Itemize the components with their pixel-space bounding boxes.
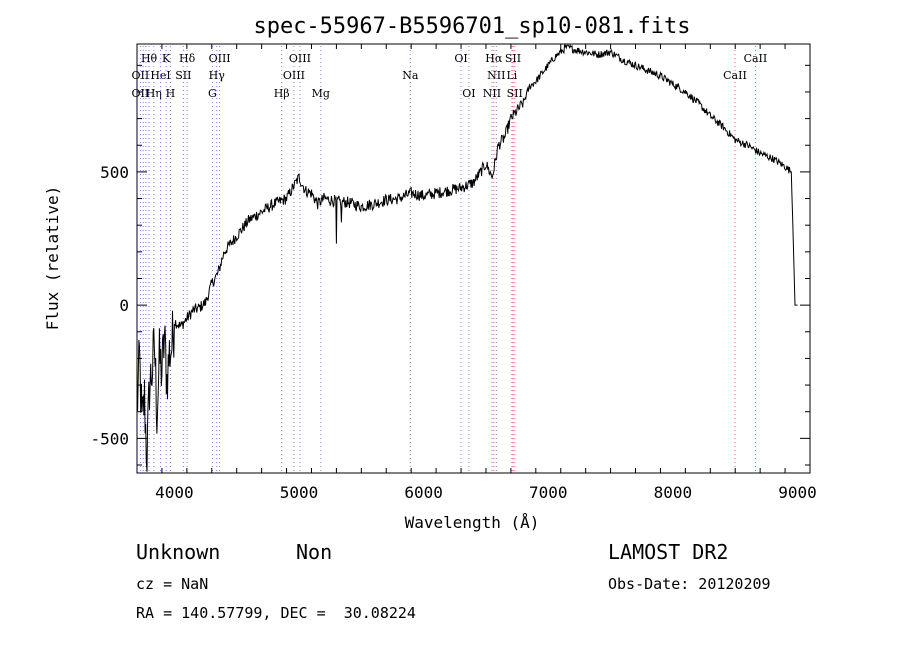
line-annotation-7: SII: [505, 52, 521, 65]
line-annotation-19: Hη: [146, 87, 162, 100]
line-annotation-8: CaII: [744, 52, 768, 65]
line-annotation-6: Hα: [485, 52, 503, 65]
line-annotation-23: Mg: [312, 87, 330, 100]
subclass-label: Non: [296, 540, 333, 564]
line-annotation-21: G: [208, 87, 217, 100]
class-label: Unknown: [136, 540, 221, 564]
x-tick-label: 4000: [155, 483, 194, 502]
y-tick-label: 500: [100, 163, 129, 182]
line-annotation-2: Hδ: [179, 52, 196, 65]
x-tick-label: 9000: [778, 483, 817, 502]
spectrum-line: [136, 43, 798, 472]
chart-title: spec-55967-B5596701_sp10-081.fits: [253, 14, 690, 39]
line-annotation-3: OIII: [209, 52, 231, 65]
survey-label: LAMOST DR2: [608, 540, 729, 564]
x-axis: 4000 5000 6000 7000 8000 9000: [136, 44, 817, 502]
line-annotation-11: SII: [175, 69, 191, 82]
y-tick-label: -500: [90, 429, 129, 448]
y-tick-label: 0: [119, 296, 129, 315]
line-annotation-4: OIII: [289, 52, 311, 65]
x-tick-label: 5000: [280, 483, 319, 502]
line-annotation-18: OII: [132, 87, 150, 100]
line-annotation-5: OI: [454, 52, 467, 65]
line-annotation-9: OII: [132, 69, 150, 82]
plot-frame: [136, 43, 811, 474]
line-annotation-25: NII: [483, 87, 501, 100]
x-tick-label: 6000: [404, 483, 443, 502]
cz-label: cz = NaN: [136, 575, 209, 593]
line-annotation-22: Hβ: [274, 87, 290, 100]
line-annotation-12: Hγ: [209, 69, 226, 82]
line-annotation-24: OI: [462, 87, 475, 100]
line-annotation-15: NII: [487, 69, 505, 82]
line-annotation-13: OIII: [283, 69, 305, 82]
x-axis-label: Wavelength (Å): [405, 513, 540, 532]
line-annotation-14: Na: [402, 69, 419, 82]
obsdate-label: Obs-Date: 20120209: [608, 575, 771, 593]
line-annotation-17: CaII: [723, 69, 747, 82]
line-annotation-0: Hθ: [141, 52, 158, 65]
line-annotation-10: HeI: [150, 69, 170, 82]
line-annotation-26: SII: [507, 87, 523, 100]
y-axis: -500 0 500: [90, 64, 810, 466]
line-annotation-16: Li: [506, 69, 517, 82]
x-tick-label: 8000: [654, 483, 693, 502]
y-axis-label: Flux (relative): [43, 186, 62, 331]
marker-lines: [139, 46, 756, 471]
line-annotation-20: H: [166, 87, 176, 100]
x-tick-label: 7000: [529, 483, 568, 502]
line-annotation-1: K: [162, 52, 171, 65]
radec-label: RA = 140.57799, DEC = 30.08224: [136, 604, 416, 622]
